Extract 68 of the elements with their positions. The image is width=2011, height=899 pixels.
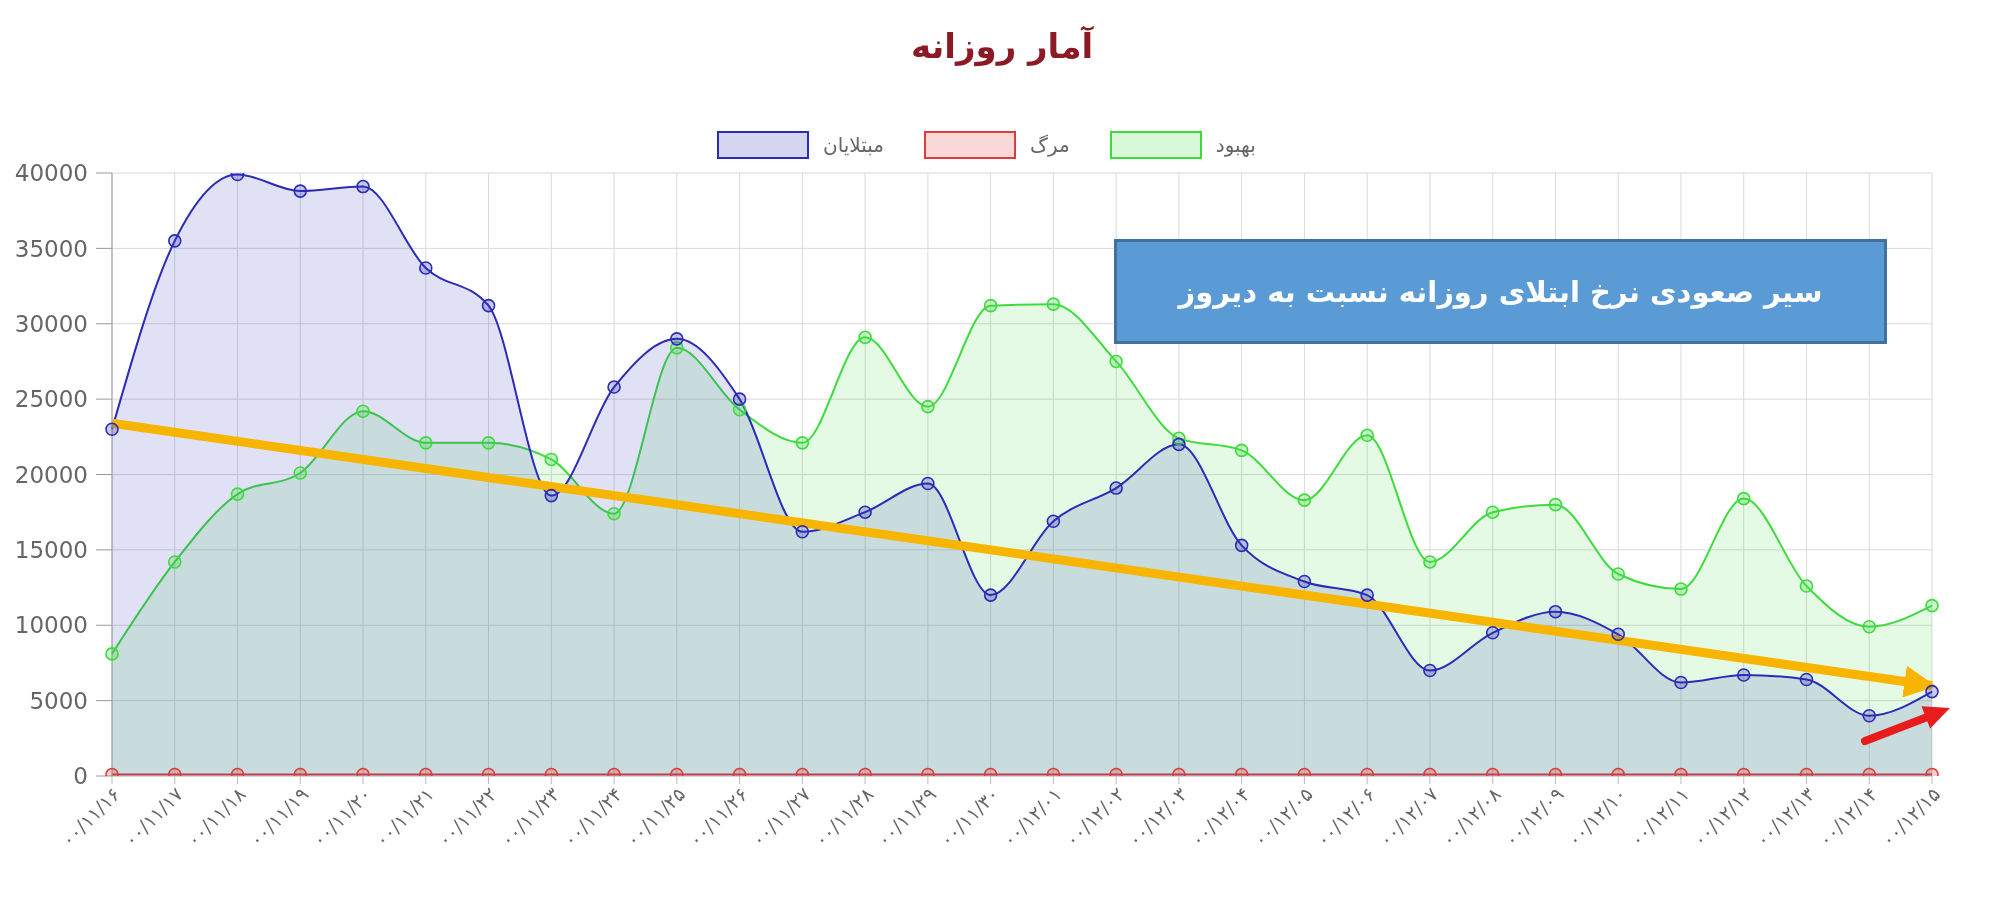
point: [1736, 491, 1751, 506]
point: [544, 452, 559, 467]
point: [795, 524, 810, 539]
point: [1360, 428, 1374, 443]
y-tick-label: 0: [73, 763, 88, 790]
point: [418, 436, 433, 450]
y-tick-label: 30000: [14, 310, 88, 337]
point: [1736, 668, 1751, 682]
point: [1046, 297, 1061, 311]
legend-label: مرگ: [1030, 133, 1070, 157]
point: [1674, 582, 1688, 596]
point: [1799, 579, 1814, 593]
point: [481, 436, 496, 450]
point: [1234, 538, 1249, 553]
point: [1109, 481, 1123, 495]
point: [1297, 574, 1312, 589]
point: [983, 298, 998, 313]
point: [795, 436, 810, 450]
point: [1485, 625, 1500, 640]
point: [607, 380, 621, 394]
point: [1548, 497, 1563, 512]
point: [670, 332, 684, 346]
point: [1360, 588, 1374, 602]
point: [1423, 663, 1437, 678]
point: [1611, 567, 1626, 581]
point: [356, 404, 370, 418]
point: [105, 422, 119, 437]
chart-title: آمار روزانه: [909, 26, 1095, 66]
annotation: سیر صعودی نرخ ابتلای روزانه نسبت به دیروز: [1178, 274, 1823, 309]
y-tick-label: 35000: [14, 235, 88, 262]
point: [418, 261, 433, 275]
legend-label: مبتلایان: [823, 133, 885, 157]
point: [544, 488, 559, 503]
point: [921, 399, 935, 414]
point: [921, 476, 935, 491]
y-tick-label: 5000: [29, 687, 88, 714]
point: [1046, 514, 1061, 529]
point: [105, 647, 119, 661]
y-tick-label: 20000: [14, 461, 88, 488]
point: [481, 298, 496, 313]
point: [167, 234, 182, 248]
point: [230, 487, 245, 501]
y-tick-label: 15000: [14, 537, 88, 564]
point: [1172, 437, 1186, 452]
point: [293, 466, 308, 480]
point: [1925, 684, 1939, 699]
point: [1297, 493, 1312, 507]
point: [1548, 604, 1563, 619]
point: [858, 330, 872, 345]
point: [1862, 619, 1877, 634]
point: [1423, 555, 1437, 569]
y-tick-label: 25000: [14, 386, 88, 413]
point: [1485, 505, 1500, 519]
point: [732, 392, 747, 406]
point: [607, 506, 621, 521]
point: [1674, 675, 1688, 690]
point: [167, 555, 182, 569]
point: [1862, 708, 1877, 723]
point: [1925, 598, 1939, 613]
point: [983, 588, 998, 602]
point: [1611, 627, 1626, 642]
y-tick-label: 10000: [14, 612, 88, 639]
y-tick-label: 40000: [14, 160, 88, 187]
point: [1109, 354, 1123, 369]
point: [858, 505, 872, 519]
point: [1234, 443, 1249, 458]
legend-label: بهبود: [1215, 133, 1256, 157]
point: [1799, 672, 1814, 687]
